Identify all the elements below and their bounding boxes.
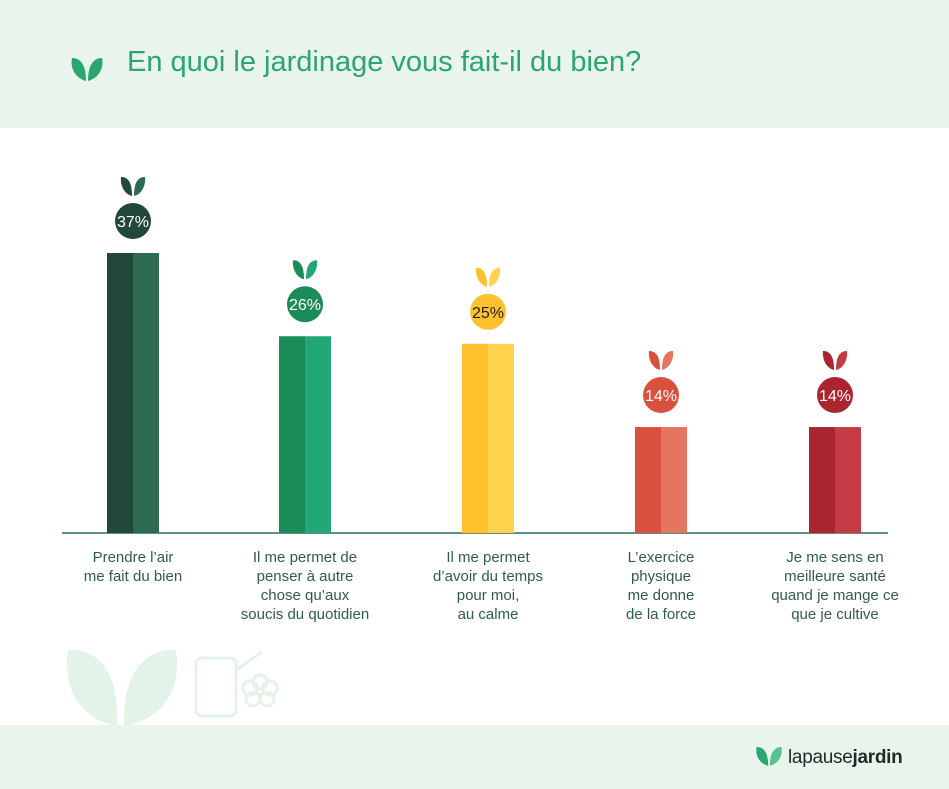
- header-banner: En quoi le jardinage vous fait-il du bie…: [0, 0, 949, 128]
- bar-highlight: [305, 336, 331, 533]
- leaf-icon: [822, 351, 848, 371]
- bar-group: 26%: [279, 260, 331, 533]
- leaf-icon: [648, 351, 674, 371]
- category-label: Il me permet de penser à autre chose qu’…: [240, 549, 370, 623]
- bar-chart: 37% 26% 25% 14% 14%: [62, 177, 888, 534]
- bar-group: 25%: [462, 267, 514, 533]
- bar: [279, 336, 305, 533]
- value-badge: [470, 293, 506, 330]
- brand-leaf-icon: [756, 746, 782, 766]
- brand-logo[interactable]: lapausejardin: [788, 747, 903, 769]
- page-title: En quoi le jardinage vous fait-il du bie…: [127, 46, 642, 78]
- brand-part-la: la: [788, 747, 803, 768]
- leaf-icon: [120, 177, 146, 196]
- footer-banner: [0, 725, 949, 789]
- value-badge: [643, 377, 679, 414]
- bar-group: 14%: [809, 351, 861, 533]
- leaf-icon: [71, 58, 103, 81]
- category-label: Il me permet d’avoir du temps pour moi, …: [432, 549, 544, 623]
- brand-part-pause: pause: [802, 747, 853, 768]
- value-label: 25%: [472, 305, 504, 322]
- value-badge: [115, 203, 151, 239]
- bar-highlight: [133, 253, 159, 533]
- value-label: 37%: [117, 214, 149, 231]
- value-label: 14%: [819, 388, 851, 405]
- bar-highlight: [835, 427, 861, 533]
- value-label: 26%: [289, 297, 321, 314]
- bar-highlight: [488, 343, 514, 533]
- leaf-icon: [475, 267, 501, 287]
- value-badge: [817, 377, 853, 414]
- leaf-icon: [292, 260, 318, 280]
- bar: [107, 253, 133, 533]
- category-label: L’exercice physique me donne de la force: [625, 549, 697, 623]
- bar: [462, 343, 488, 533]
- bar-group: 14%: [635, 351, 687, 533]
- value-label: 14%: [645, 388, 677, 405]
- bar: [635, 427, 661, 533]
- value-badge: [287, 286, 323, 323]
- category-label: Je me sens en meilleure santé quand je m…: [771, 549, 899, 623]
- category-label: Prendre l’air me fait du bien: [83, 549, 183, 585]
- garden-decoration-icon: [66, 649, 279, 726]
- bar-group: 37%: [107, 177, 159, 533]
- bar-highlight: [661, 427, 687, 533]
- bar: [809, 427, 835, 533]
- brand-part-jardin: jardin: [852, 747, 903, 768]
